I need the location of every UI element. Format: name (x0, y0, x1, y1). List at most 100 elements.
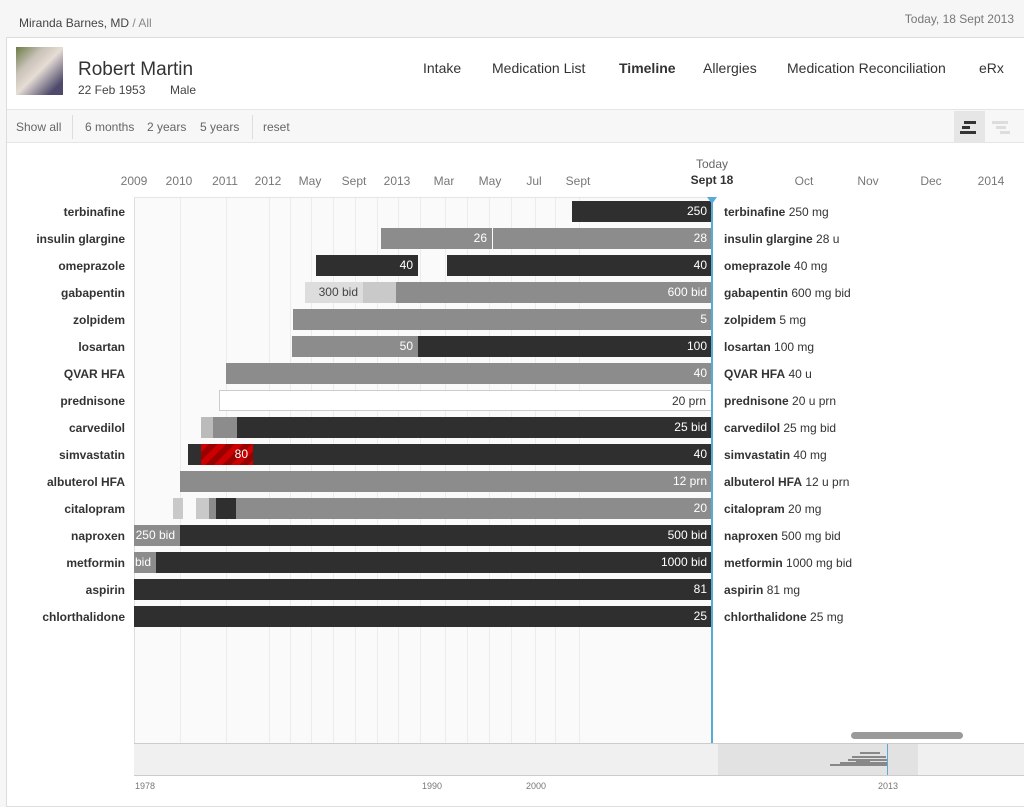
current-dose-label: albuterol HFA 12 u prn (724, 475, 849, 489)
tab-timeline[interactable]: Timeline (619, 60, 676, 76)
dose-segment[interactable]: 50 (292, 336, 418, 357)
show-all-button[interactable]: Show all (16, 120, 62, 134)
dose-segment[interactable] (173, 498, 183, 519)
dose-segment[interactable]: 250 (572, 201, 712, 222)
dose-segment[interactable] (209, 498, 216, 519)
drug-name: simvastatin (58, 448, 125, 462)
dose-segment[interactable]: 40 (226, 363, 712, 384)
dose-segment[interactable]: 40 (447, 255, 712, 276)
dose-segment[interactable]: 600 bid (396, 282, 712, 303)
current-drug-name: metformin (724, 556, 783, 570)
6-months-button[interactable]: 6 months (85, 120, 135, 134)
dose-segment[interactable]: 5 (293, 309, 712, 330)
5-years-button[interactable]: 5 years (200, 120, 240, 134)
current-drug-name: aspirin (724, 583, 764, 597)
current-dose: 5 mg (779, 313, 807, 327)
horizontal-scrollbar[interactable] (851, 732, 963, 739)
gantt-view-icon[interactable] (954, 111, 985, 142)
breadcrumb: Miranda Barnes, MD / All (19, 16, 152, 30)
drug-name: zolpidem (72, 313, 125, 327)
dose-segment[interactable] (363, 282, 396, 303)
current-dose: 12 u prn (805, 475, 850, 489)
gridline (445, 198, 446, 743)
dose-segment[interactable]: 500 bid (180, 525, 712, 546)
today-marker (707, 197, 717, 204)
dose-segment[interactable]: 20 (236, 498, 712, 519)
current-dose-label: insulin glargine 28 u (724, 232, 839, 246)
current-dose: 25 mg (810, 610, 844, 624)
current-dose: 40 mg (794, 259, 828, 273)
current-drug-name: prednisone (724, 394, 789, 408)
dose-segment[interactable]: 250 bid (134, 525, 180, 546)
axis-tick-label: Dec (920, 174, 942, 188)
gridline (180, 198, 181, 743)
current-drug-name: carvedilol (724, 421, 781, 435)
current-dose: 100 mg (774, 340, 815, 354)
current-dose-label: terbinafine 250 mg (724, 205, 829, 219)
tab-medication-reconciliation[interactable]: Medication Reconciliation (787, 60, 946, 76)
timeline-plot (134, 197, 712, 743)
current-drug-name: naproxen (724, 529, 779, 543)
drug-name: terbinafine (63, 205, 125, 219)
divider (72, 115, 73, 139)
drug-name: insulin glargine (36, 232, 125, 246)
dose-segment[interactable]: 12 prn (180, 471, 712, 492)
today-axis-date: Sept 18 (690, 173, 734, 187)
axis-tick-label: Oct (794, 174, 814, 188)
current-drug-name: citalopram (724, 502, 785, 516)
current-drug-name: omeprazole (724, 259, 791, 273)
tab-intake[interactable]: Intake (423, 60, 462, 76)
drug-name: albuterol HFA (46, 475, 125, 489)
gridline (226, 198, 227, 743)
current-dose: 40 mg (793, 448, 827, 462)
dose-segment[interactable] (216, 498, 236, 519)
dose-segment[interactable]: 40 (316, 255, 418, 276)
overview-bar (856, 760, 870, 762)
dose-segment[interactable]: 25 bid (237, 417, 712, 438)
dose-segment[interactable]: 81 (134, 579, 712, 600)
breadcrumb-separator: / (129, 16, 139, 30)
drug-name: carvedilol (68, 421, 125, 435)
tab-allergies[interactable]: Allergies (703, 60, 757, 76)
gridline (269, 198, 270, 743)
dose-segment[interactable]: 1000 bid (156, 552, 712, 573)
gridline (420, 198, 421, 743)
list-view-icon[interactable] (988, 111, 1019, 142)
overview-tick-label: 1978 (134, 781, 156, 791)
dose-segment[interactable]: 20 prn (219, 390, 712, 411)
today-date: Today, 18 Sept 2013 (904, 12, 1014, 26)
dose-segment[interactable] (196, 498, 209, 519)
dose-segment[interactable]: 40 (253, 444, 712, 465)
current-dose-label: chlorthalidone 25 mg (724, 610, 843, 624)
overview-window[interactable] (718, 744, 918, 775)
axis-tick-label: Sept (341, 174, 367, 188)
breadcrumb-doctor[interactable]: Miranda Barnes, MD (19, 16, 130, 30)
axis-tick-label: 2009 (120, 174, 148, 188)
current-dose-label: omeprazole 40 mg (724, 259, 827, 273)
dose-segment[interactable] (213, 417, 237, 438)
gridline (377, 198, 378, 743)
reset-button[interactable]: reset (263, 120, 290, 134)
dose-segment[interactable]: 28 (493, 228, 712, 249)
timeline-toolbar (7, 109, 1024, 143)
tab-medication-list[interactable]: Medication List (492, 60, 586, 76)
axis-tick-label: Sept (565, 174, 591, 188)
dose-segment[interactable] (201, 417, 213, 438)
current-dose: 81 mg (766, 583, 801, 597)
dose-segment[interactable]: 300 bid (305, 282, 363, 303)
dose-segment[interactable]: 25 (134, 606, 712, 627)
drug-name: citalopram (64, 502, 125, 516)
current-dose-label: losartan 100 mg (724, 340, 814, 354)
tab-erx[interactable]: eRx (979, 60, 1004, 76)
dose-segment[interactable]: 26 (381, 228, 492, 249)
current-dose: 500 mg bid (781, 529, 841, 543)
dose-segment[interactable] (188, 444, 201, 465)
current-dose: 20 u prn (792, 394, 837, 408)
dose-segment[interactable]: 100 (418, 336, 712, 357)
2-years-button[interactable]: 2 years (147, 120, 187, 134)
breadcrumb-scope[interactable]: All (138, 16, 152, 30)
dose-segment[interactable]: 80 (201, 444, 253, 465)
current-dose-label: aspirin 81 mg (724, 583, 800, 597)
dose-segment[interactable]: bid (134, 552, 156, 573)
current-dose-label: carvedilol 25 mg bid (724, 421, 836, 435)
